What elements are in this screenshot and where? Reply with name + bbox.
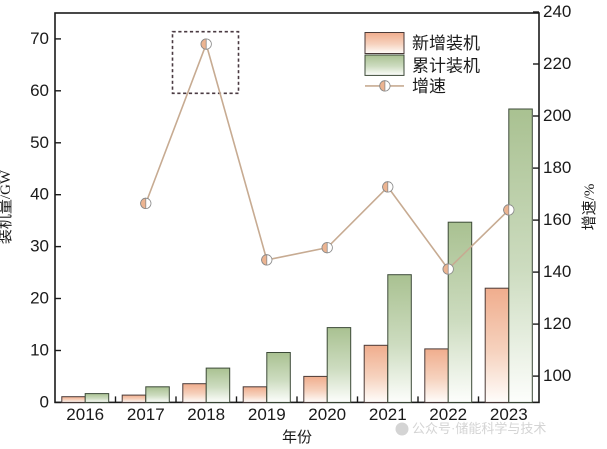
- svg-text:2021: 2021: [369, 405, 407, 424]
- svg-text:增速/%: 增速/%: [581, 184, 598, 231]
- svg-text:60: 60: [30, 81, 49, 100]
- svg-text:2018: 2018: [187, 405, 225, 424]
- svg-text:2017: 2017: [127, 405, 165, 424]
- svg-text:新增装机: 新增装机: [412, 34, 480, 53]
- svg-text:2019: 2019: [248, 405, 286, 424]
- svg-text:增速: 增速: [412, 77, 446, 96]
- svg-text:160: 160: [543, 210, 571, 229]
- svg-text:140: 140: [543, 262, 571, 281]
- svg-text:年份: 年份: [282, 429, 312, 446]
- svg-text:240: 240: [543, 2, 571, 21]
- svg-text:100: 100: [543, 366, 571, 385]
- svg-text:2020: 2020: [308, 405, 346, 424]
- svg-text:200: 200: [543, 106, 571, 125]
- svg-text:50: 50: [30, 133, 49, 152]
- svg-text:0: 0: [40, 392, 49, 411]
- svg-text:30: 30: [30, 237, 49, 256]
- svg-text:公众号·储能科学与技术: 公众号·储能科学与技术: [412, 421, 546, 436]
- svg-text:2016: 2016: [66, 405, 104, 424]
- svg-text:20: 20: [30, 289, 49, 308]
- svg-text:装机量/GW: 装机量/GW: [0, 169, 14, 244]
- svg-text:220: 220: [543, 54, 571, 73]
- svg-text:120: 120: [543, 314, 571, 333]
- svg-text:40: 40: [30, 185, 49, 204]
- svg-text:累计装机: 累计装机: [412, 57, 480, 76]
- svg-text:180: 180: [543, 158, 571, 177]
- svg-text:10: 10: [30, 341, 49, 360]
- svg-text:70: 70: [30, 29, 49, 48]
